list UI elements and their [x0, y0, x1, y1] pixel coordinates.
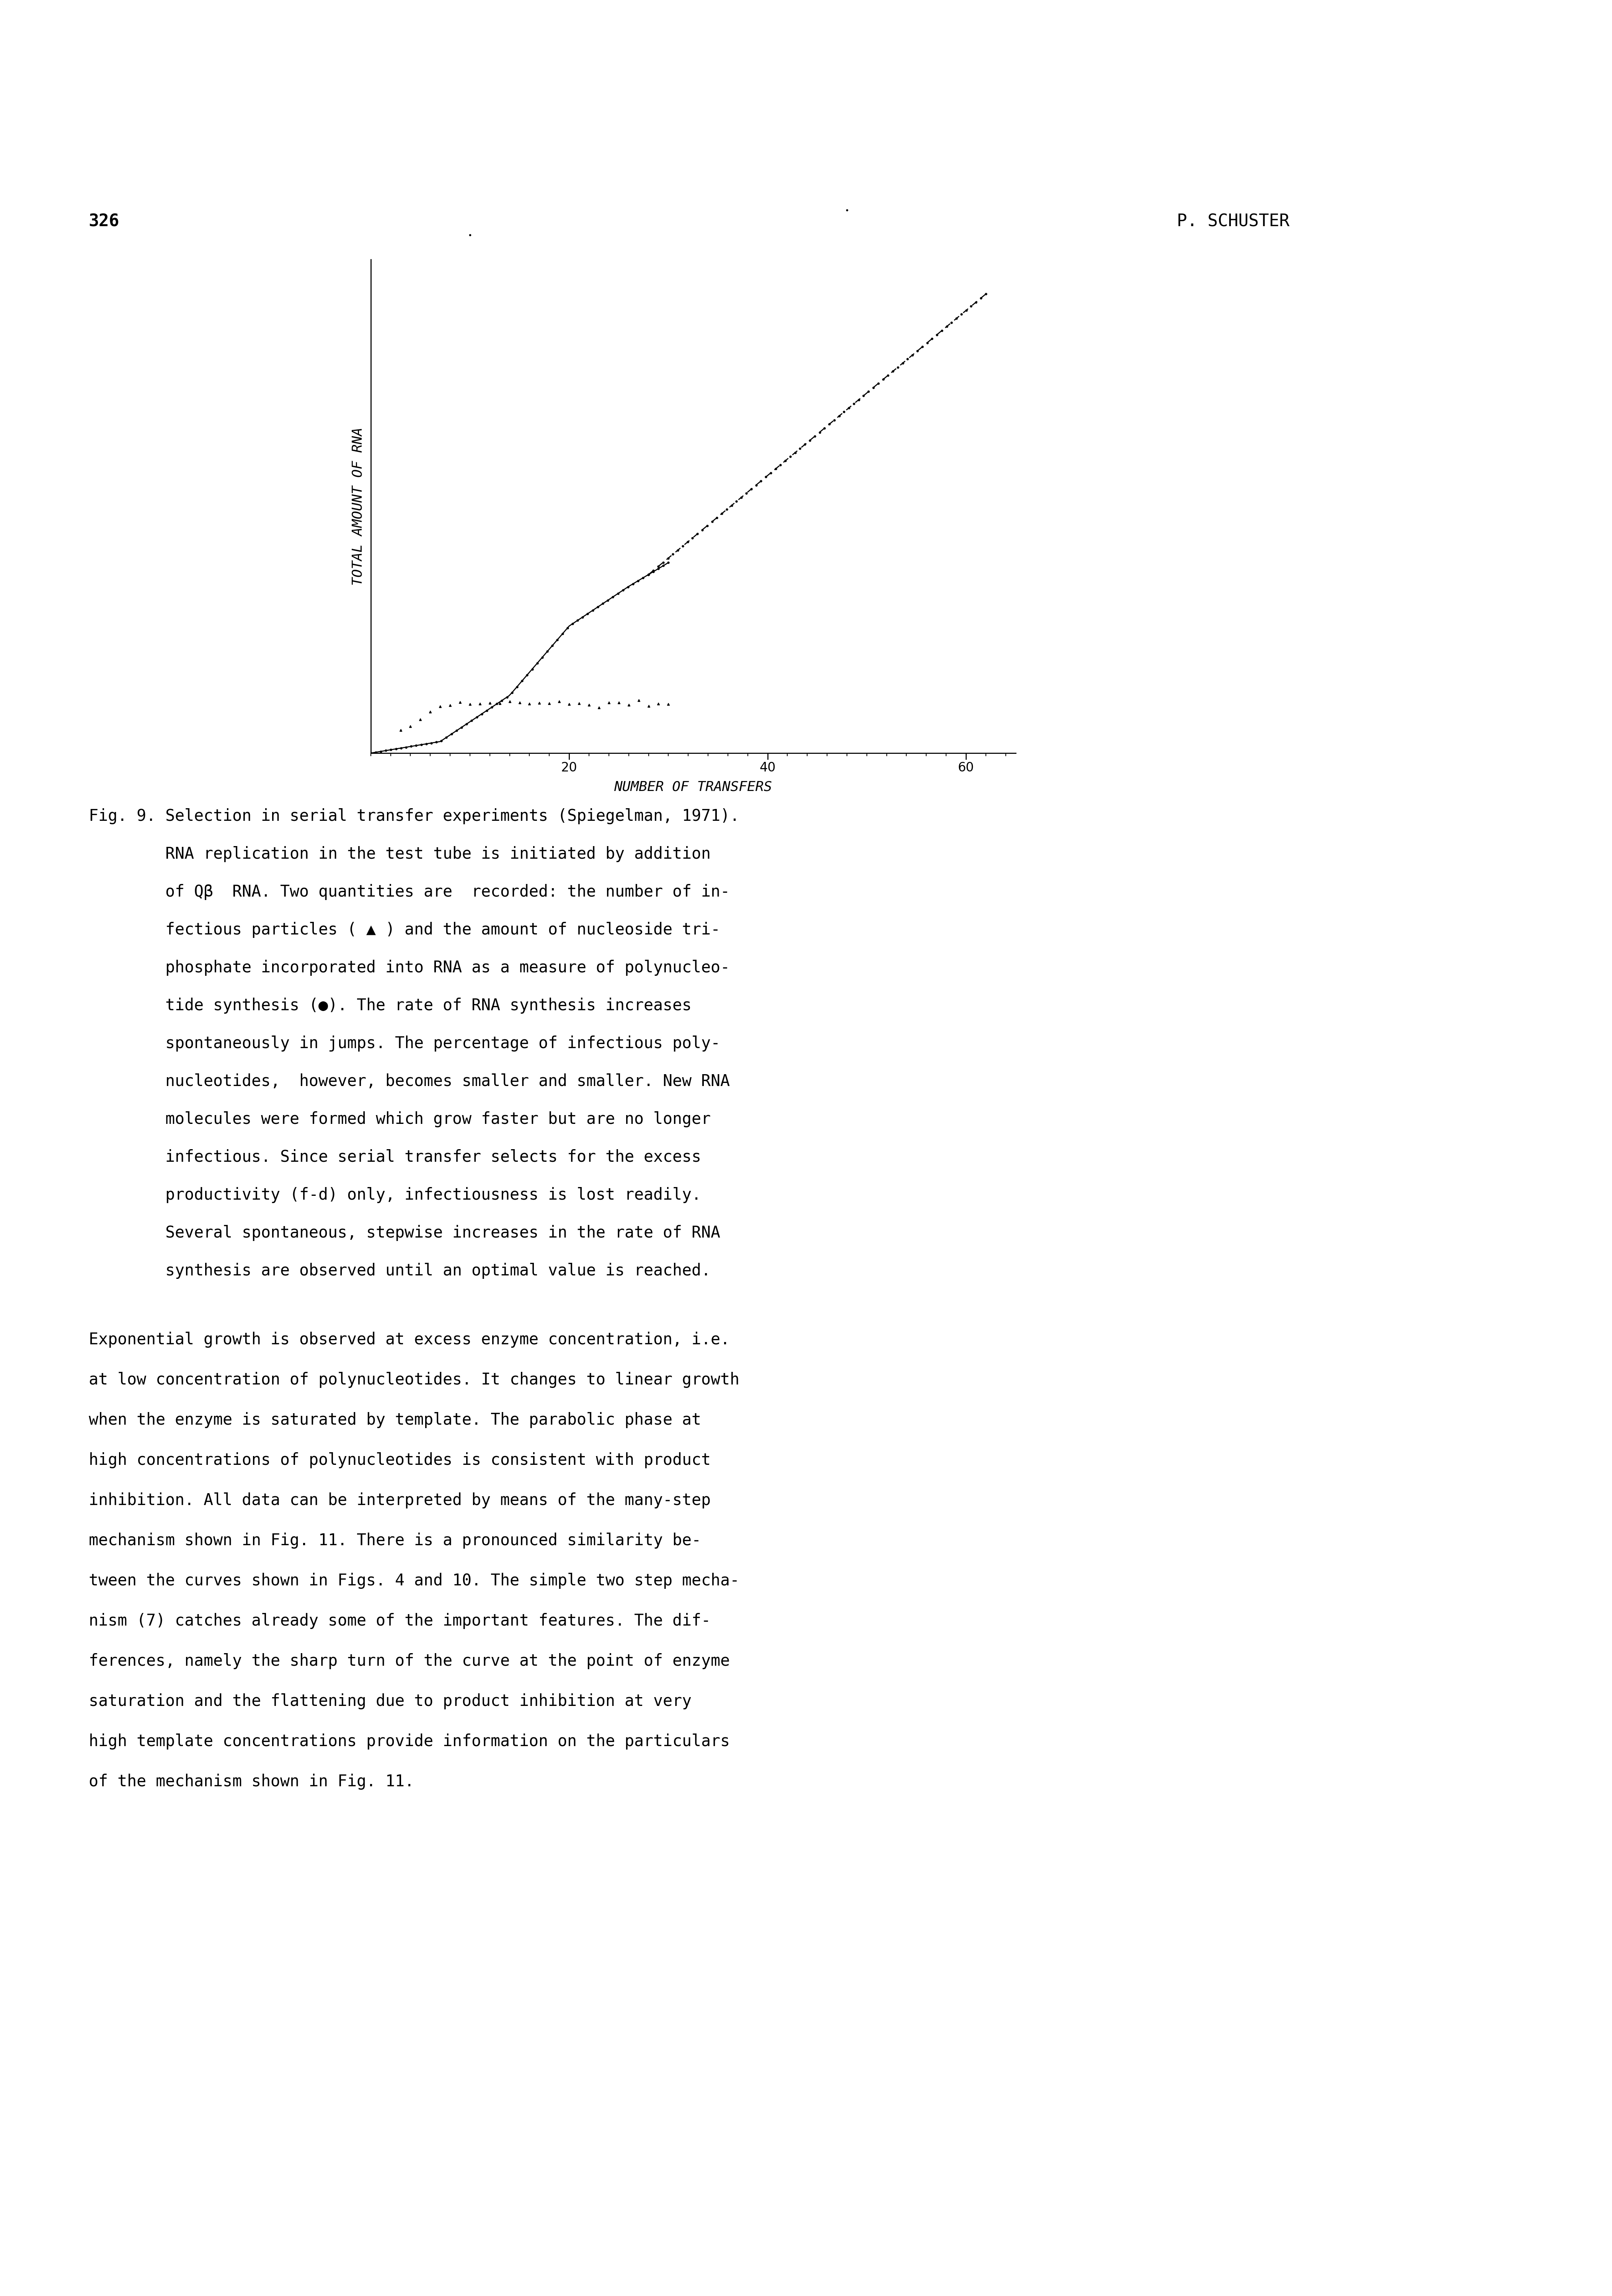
- Text: inhibition. All data can be interpreted by means of the many-step: inhibition. All data can be interpreted …: [89, 1492, 711, 1508]
- Text: tide synthesis (●). The rate of RNA synthesis increases: tide synthesis (●). The rate of RNA synt…: [89, 996, 692, 1015]
- Text: at low concentration of polynucleotides. It changes to linear growth: at low concentration of polynucleotides.…: [89, 1373, 740, 1387]
- Text: when the enzyme is saturated by template. The parabolic phase at: when the enzyme is saturated by template…: [89, 1412, 701, 1428]
- X-axis label: NUMBER OF TRANSFERS: NUMBER OF TRANSFERS: [614, 781, 772, 794]
- Text: productivity (f-d) only, infectiousness is lost readily.: productivity (f-d) only, infectiousness …: [89, 1187, 701, 1203]
- Text: RNA replication in the test tube is initiated by addition: RNA replication in the test tube is init…: [89, 845, 711, 861]
- Text: mechanism shown in Fig. 11. There is a pronounced similarity be-: mechanism shown in Fig. 11. There is a p…: [89, 1534, 701, 1550]
- Y-axis label: TOTAL AMOUNT OF RNA: TOTAL AMOUNT OF RNA: [351, 427, 364, 585]
- Text: infectious. Since serial transfer selects for the excess: infectious. Since serial transfer select…: [89, 1148, 701, 1166]
- Text: saturation and the flattening due to product inhibition at very: saturation and the flattening due to pro…: [89, 1694, 692, 1708]
- Text: P. SCHUSTER: P. SCHUSTER: [1177, 214, 1290, 230]
- Text: ferences, namely the sharp turn of the curve at the point of enzyme: ferences, namely the sharp turn of the c…: [89, 1653, 730, 1669]
- Text: molecules were formed which grow faster but are no longer: molecules were formed which grow faster …: [89, 1111, 711, 1127]
- Text: Exponential growth is observed at excess enzyme concentration, i.e.: Exponential growth is observed at excess…: [89, 1332, 730, 1348]
- Text: nucleotides,  however, becomes smaller and smaller. New RNA: nucleotides, however, becomes smaller an…: [89, 1075, 730, 1091]
- Text: synthesis are observed until an optimal value is reached.: synthesis are observed until an optimal …: [89, 1263, 711, 1279]
- Text: nism (7) catches already some of the important features. The dif-: nism (7) catches already some of the imp…: [89, 1612, 711, 1630]
- Text: tween the curves shown in Figs. 4 and 10. The simple two step mecha-: tween the curves shown in Figs. 4 and 10…: [89, 1573, 740, 1589]
- Text: fectious particles ( ▲ ) and the amount of nucleoside tri-: fectious particles ( ▲ ) and the amount …: [89, 921, 721, 937]
- Text: spontaneously in jumps. The percentage of infectious poly-: spontaneously in jumps. The percentage o…: [89, 1035, 721, 1052]
- Text: phosphate incorporated into RNA as a measure of polynucleo-: phosphate incorporated into RNA as a mea…: [89, 960, 730, 976]
- Text: 326: 326: [89, 214, 119, 230]
- Text: Fig. 9. Selection in serial transfer experiments (Spiegelman, 1971).: Fig. 9. Selection in serial transfer exp…: [89, 808, 740, 824]
- Text: of the mechanism shown in Fig. 11.: of the mechanism shown in Fig. 11.: [89, 1775, 414, 1791]
- Text: of Qβ  RNA. Two quantities are  recorded: the number of in-: of Qβ RNA. Two quantities are recorded: …: [89, 884, 730, 900]
- Text: high template concentrations provide information on the particulars: high template concentrations provide inf…: [89, 1733, 730, 1750]
- Text: Several spontaneous, stepwise increases in the rate of RNA: Several spontaneous, stepwise increases …: [89, 1226, 721, 1240]
- Text: high concentrations of polynucleotides is consistent with product: high concentrations of polynucleotides i…: [89, 1453, 711, 1469]
